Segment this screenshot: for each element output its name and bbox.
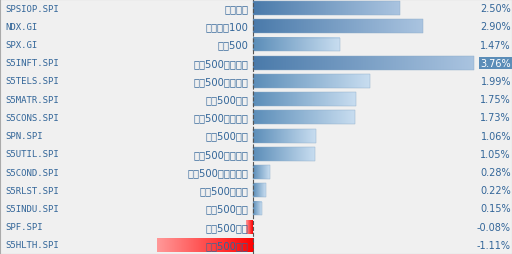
Bar <box>253 75 370 89</box>
Bar <box>253 111 355 125</box>
Text: 标普500房地产: 标普500房地产 <box>200 185 248 196</box>
Text: SPN.SPI: SPN.SPI <box>5 132 42 140</box>
Bar <box>253 93 356 107</box>
Bar <box>253 2 400 16</box>
Text: S5CONS.SPI: S5CONS.SPI <box>5 114 59 122</box>
Text: 0.28%: 0.28% <box>480 167 511 177</box>
Text: 标普500金融: 标普500金融 <box>205 222 248 232</box>
Bar <box>253 202 262 216</box>
Text: S5MATR.SPI: S5MATR.SPI <box>5 95 59 104</box>
Bar <box>253 38 339 52</box>
Text: 标普500非必需消费: 标普500非必需消费 <box>187 167 248 177</box>
Bar <box>253 147 315 161</box>
Text: 1.05%: 1.05% <box>480 149 511 159</box>
Text: 标普油气: 标普油气 <box>224 4 248 14</box>
Text: 标普500工业: 标普500工业 <box>205 204 248 214</box>
Text: 1.06%: 1.06% <box>480 131 511 141</box>
Text: SPX.GI: SPX.GI <box>5 41 37 50</box>
Text: 标普500材料: 标普500材料 <box>205 95 248 105</box>
Text: 2.50%: 2.50% <box>480 4 511 14</box>
Text: 标普500: 标普500 <box>218 40 248 50</box>
Text: -1.11%: -1.11% <box>477 240 511 250</box>
Text: 0.22%: 0.22% <box>480 185 511 196</box>
Text: S5INDU.SPI: S5INDU.SPI <box>5 204 59 213</box>
Text: 1.47%: 1.47% <box>480 40 511 50</box>
Text: NDX.GI: NDX.GI <box>5 23 37 32</box>
Text: S5UTIL.SPI: S5UTIL.SPI <box>5 150 59 159</box>
Text: S5RLST.SPI: S5RLST.SPI <box>5 186 59 195</box>
Text: 3.76%: 3.76% <box>480 58 511 69</box>
Text: 1.99%: 1.99% <box>480 77 511 87</box>
Text: S5TELS.SPI: S5TELS.SPI <box>5 77 59 86</box>
Text: 标普500医疗: 标普500医疗 <box>205 240 248 250</box>
Text: SPF.SPI: SPF.SPI <box>5 222 42 231</box>
Bar <box>253 129 315 143</box>
Bar <box>253 57 474 70</box>
Text: SPSIOP.SPI: SPSIOP.SPI <box>5 5 59 13</box>
Text: 标普500公共事业: 标普500公共事业 <box>194 149 248 159</box>
Text: S5HLTH.SPI: S5HLTH.SPI <box>5 241 59 249</box>
Text: 标普500信息技术: 标普500信息技术 <box>194 58 248 69</box>
Text: 标普500能源: 标普500能源 <box>205 131 248 141</box>
Bar <box>253 20 423 34</box>
Text: 1.75%: 1.75% <box>480 95 511 105</box>
Text: 1.73%: 1.73% <box>480 113 511 123</box>
Text: 纳斯达克100: 纳斯达克100 <box>205 22 248 32</box>
Text: 标普500通信设备: 标普500通信设备 <box>194 77 248 87</box>
Text: 标普500必需消费: 标普500必需消费 <box>194 113 248 123</box>
Text: S5INFT.SPI: S5INFT.SPI <box>5 59 59 68</box>
Bar <box>253 165 270 179</box>
Bar <box>253 184 266 197</box>
Text: -0.08%: -0.08% <box>477 222 511 232</box>
Text: 3.76%: 3.76% <box>480 58 511 69</box>
Text: S5COND.SPI: S5COND.SPI <box>5 168 59 177</box>
Text: 0.15%: 0.15% <box>480 204 511 214</box>
Text: 2.90%: 2.90% <box>480 22 511 32</box>
